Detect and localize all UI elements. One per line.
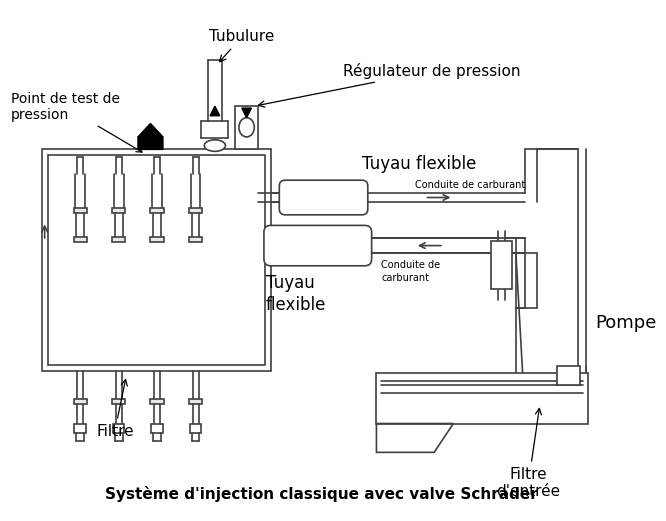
Bar bbox=[47, 155, 265, 365]
Text: Conduite de
carburant: Conduite de carburant bbox=[381, 260, 440, 283]
Bar bbox=[491, 241, 512, 289]
Bar bbox=[189, 208, 202, 213]
Bar bbox=[235, 106, 258, 150]
Polygon shape bbox=[138, 123, 163, 150]
Bar bbox=[151, 208, 164, 213]
Bar bbox=[557, 366, 580, 385]
Bar bbox=[189, 400, 202, 404]
Text: Tuyau flexible: Tuyau flexible bbox=[362, 155, 476, 173]
Text: Système d'injection classique avec valve Schrader: Système d'injection classique avec valve… bbox=[105, 486, 538, 502]
Bar bbox=[190, 424, 201, 433]
Bar bbox=[151, 424, 163, 433]
Text: Régulateur de pression: Régulateur de pression bbox=[258, 63, 520, 107]
Bar bbox=[73, 237, 87, 242]
Bar bbox=[112, 208, 125, 213]
Bar bbox=[73, 400, 87, 404]
FancyBboxPatch shape bbox=[279, 180, 368, 215]
Text: Tubulure: Tubulure bbox=[209, 29, 274, 61]
Ellipse shape bbox=[204, 140, 226, 151]
Bar bbox=[73, 208, 87, 213]
Bar bbox=[112, 237, 125, 242]
Text: Point de test de
pression: Point de test de pression bbox=[11, 92, 142, 152]
Bar bbox=[112, 400, 125, 404]
Ellipse shape bbox=[239, 118, 254, 137]
Bar bbox=[42, 150, 270, 370]
Text: Filtre: Filtre bbox=[96, 379, 134, 439]
Bar bbox=[151, 237, 164, 242]
Text: Pompe: Pompe bbox=[595, 314, 657, 331]
Bar bbox=[189, 237, 202, 242]
Bar bbox=[75, 424, 86, 433]
Text: Conduite de carburant: Conduite de carburant bbox=[415, 180, 525, 190]
Bar bbox=[376, 374, 588, 424]
Text: Filtre
d'entrée: Filtre d'entrée bbox=[496, 408, 561, 499]
Text: Tuyau
flexible: Tuyau flexible bbox=[266, 274, 326, 314]
FancyBboxPatch shape bbox=[264, 226, 372, 266]
Bar bbox=[113, 424, 125, 433]
Polygon shape bbox=[242, 108, 252, 118]
Polygon shape bbox=[210, 106, 220, 116]
Bar bbox=[151, 400, 164, 404]
